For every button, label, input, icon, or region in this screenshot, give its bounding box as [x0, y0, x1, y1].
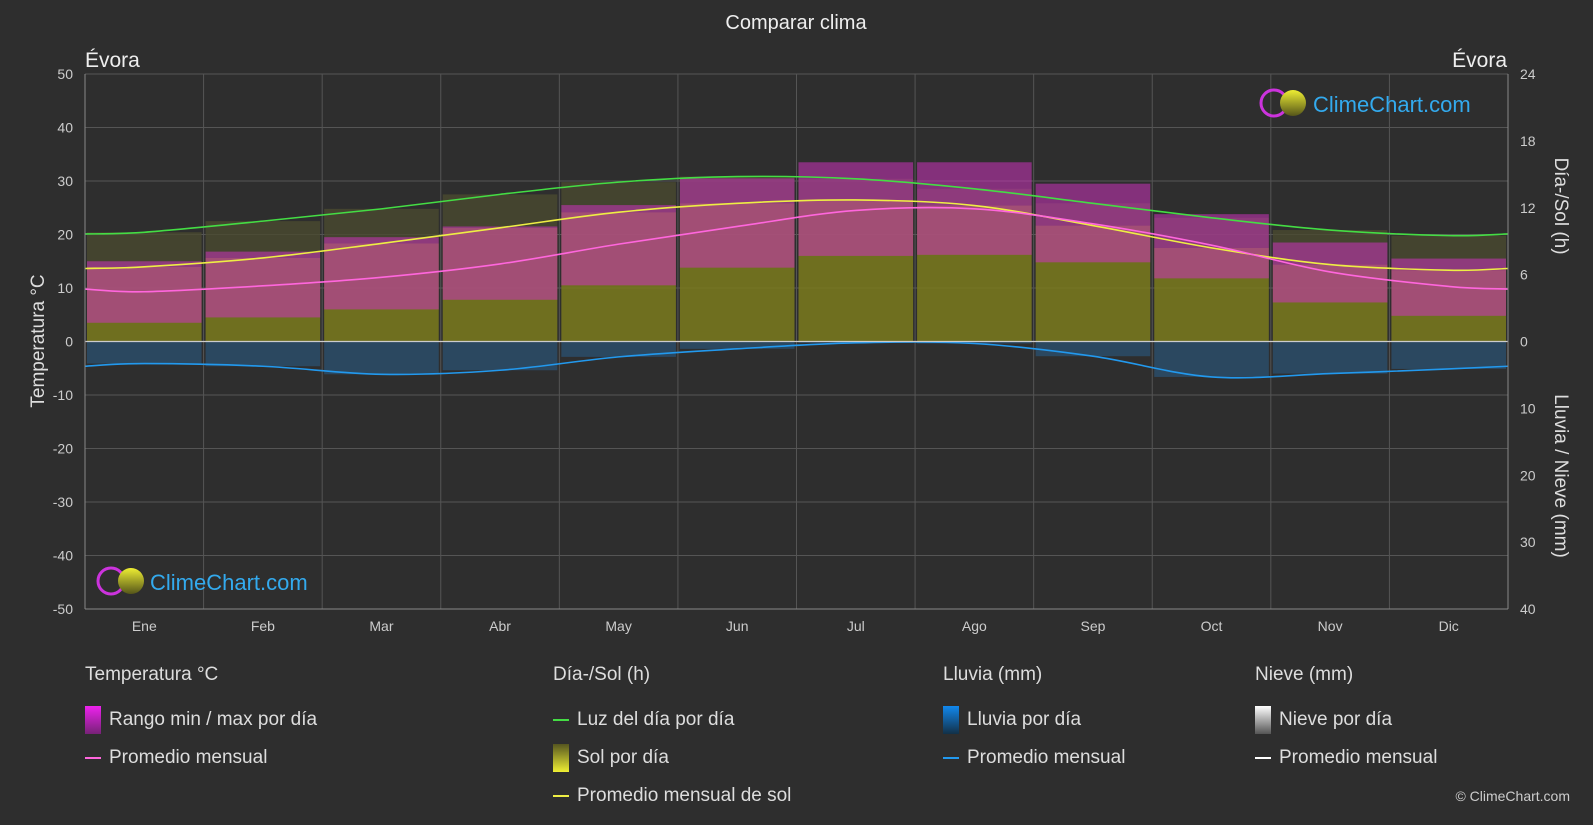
y-right-bottom-tick-label: 40: [1520, 601, 1536, 617]
legend-rain: Lluvia (mm) Lluvia por día Promedio mens…: [943, 664, 1125, 777]
rain-bar: [917, 341, 1032, 344]
watermark-text: ClimeChart.com: [1313, 92, 1471, 117]
legend-temperature: Temperatura °C Rango min / max por día P…: [85, 664, 317, 777]
rain-bar: [679, 341, 795, 349]
y-left-tick-label: -20: [53, 441, 73, 457]
legend-item: Rango min / max por día: [85, 701, 317, 739]
legend-header: Lluvia (mm): [943, 664, 1043, 685]
sun-swatch: [553, 744, 569, 772]
y-right-top-tick-label: 6: [1520, 267, 1528, 283]
watermark-top: ClimeChart.com: [1259, 88, 1471, 118]
temp-range-swatch: [85, 706, 101, 734]
sun-avg-swatch: [553, 795, 569, 797]
legend-item: Luz del día por día: [553, 701, 791, 739]
logo-sun-icon: [118, 568, 144, 594]
legend-header: Nieve (mm): [1255, 664, 1354, 685]
rain-swatch: [943, 706, 959, 734]
y-right-top-tick-label: 12: [1520, 200, 1536, 216]
rain-bar: [1035, 341, 1151, 357]
rain-bar: [1391, 341, 1506, 369]
location-right: Évora: [1452, 49, 1507, 72]
temp-range-bar: [561, 205, 676, 286]
y-right-top-label: Día-/Sol (h): [1550, 157, 1571, 254]
y-left-tick-label: -40: [53, 548, 73, 564]
location-left: Évora: [85, 49, 140, 72]
y-right-top-tick-label: 18: [1520, 133, 1536, 149]
y-right-top-tick-label: 0: [1520, 334, 1528, 350]
x-tick-label: Ago: [962, 618, 987, 634]
temp-avg-line: [85, 206, 1508, 293]
legend-snow: Nieve (mm) Nieve por día Promedio mensua…: [1255, 664, 1437, 777]
x-tick-label: Oct: [1201, 618, 1223, 634]
x-tick-label: Ene: [132, 618, 157, 634]
legend-item: Nieve por día: [1255, 701, 1437, 739]
temp-range-bar: [1154, 214, 1269, 279]
axes: 50 40 30 20 10 0 -10 -20 -30 -40 -50 24 18 12 6 0 10 20 30…: [53, 66, 1536, 634]
y-left-tick-label: -10: [53, 387, 73, 403]
sun-avg-line: [85, 199, 1508, 272]
legend-header: Temperatura °C: [85, 664, 219, 685]
snow-swatch: [1255, 706, 1271, 734]
rain-bar: [87, 341, 202, 364]
watermark-text: ClimeChart.com: [150, 570, 308, 595]
x-tick-label: Nov: [1318, 618, 1343, 634]
y-left-label: Temperatura °C: [28, 274, 49, 407]
temp-range-bar: [679, 178, 795, 268]
x-tick-label: Mar: [369, 618, 393, 634]
legend-item: Promedio mensual: [85, 739, 317, 777]
temp-range-bar: [205, 251, 321, 318]
data-layer: [85, 162, 1508, 379]
copyright: © ClimeChart.com: [1455, 788, 1570, 804]
rain-bar: [324, 341, 439, 375]
y-left-tick-label: 0: [65, 334, 73, 350]
y-left-tick-label: 10: [57, 280, 73, 296]
y-right-bottom-label: Lluvia / Nieve (mm): [1550, 394, 1571, 558]
x-tick-label: Dic: [1439, 618, 1459, 634]
legend-item: Promedio mensual de sol: [553, 777, 791, 815]
x-tick-label: Jun: [726, 618, 749, 634]
y-left-tick-label: 50: [57, 66, 73, 82]
daylight-bar: [87, 232, 202, 267]
y-right-bottom-tick-label: 10: [1520, 400, 1536, 416]
y-left-tick-label: 40: [57, 120, 73, 136]
chart-title: Comparar clima: [725, 12, 867, 34]
y-left-tick-label: 20: [57, 227, 73, 243]
daylight-swatch: [553, 719, 569, 721]
snow-avg-swatch: [1255, 757, 1271, 759]
temp-range-bar: [798, 162, 914, 256]
rain-bar: [1272, 341, 1388, 374]
legend-item: Lluvia por día: [943, 701, 1125, 739]
x-tick-label: Abr: [489, 618, 511, 634]
y-left-tick-label: 30: [57, 173, 73, 189]
y-right-bottom-tick-label: 20: [1520, 467, 1536, 483]
legend-item: Promedio mensual: [1255, 739, 1437, 777]
y-right-top-tick-label: 24: [1520, 66, 1536, 82]
daylight-line: [85, 175, 1508, 237]
legend-sun: Día-/Sol (h) Luz del día por día Sol por…: [553, 664, 791, 815]
y-right-bottom-tick-label: 30: [1520, 534, 1536, 550]
x-tick-label: Feb: [251, 618, 275, 634]
y-left-tick-label: -30: [53, 494, 73, 510]
x-tick-label: Sep: [1080, 618, 1105, 634]
rain-avg-swatch: [943, 757, 959, 759]
x-tick-label: May: [605, 618, 631, 634]
x-tick-label: Jul: [847, 618, 865, 634]
legend-header: Día-/Sol (h): [553, 664, 651, 685]
y-left-tick-label: -50: [53, 601, 73, 617]
watermark-bottom: ClimeChart.com: [96, 566, 308, 596]
rain-bar: [442, 341, 558, 371]
legend-item: Sol por día: [553, 739, 791, 777]
rain-bar: [561, 341, 676, 357]
legend-item: Promedio mensual: [943, 739, 1125, 777]
temp-avg-swatch: [85, 757, 101, 759]
logo-sun-icon: [1280, 90, 1306, 116]
rain-bar: [205, 341, 321, 367]
rain-avg-line: [85, 341, 1508, 379]
